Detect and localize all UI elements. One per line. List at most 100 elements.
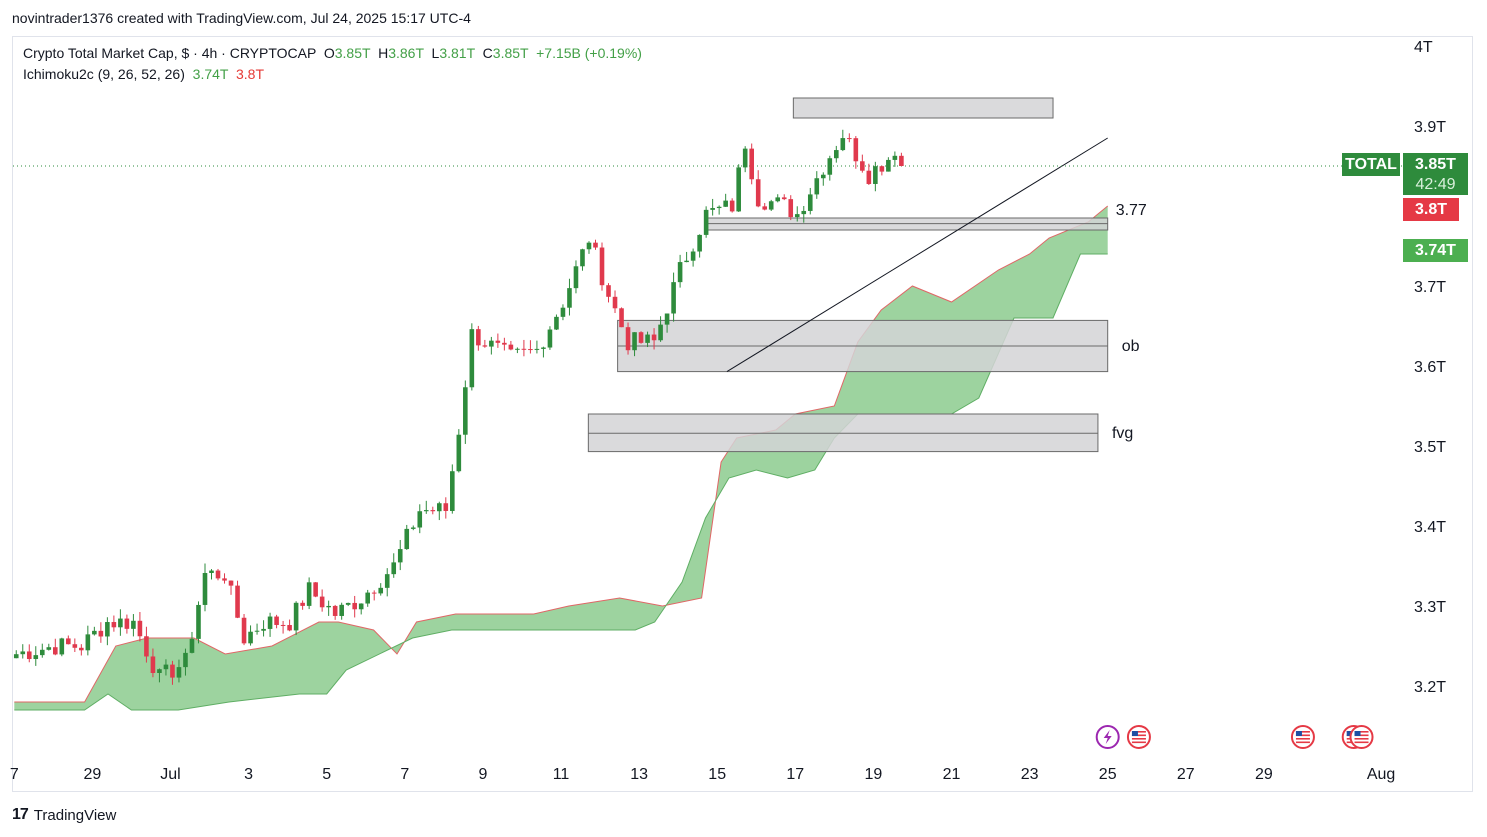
candle-body xyxy=(736,167,741,212)
candle-body xyxy=(300,602,305,606)
candle-body xyxy=(196,604,201,639)
candle-body xyxy=(163,664,169,670)
candle-body xyxy=(118,618,123,628)
candle-body xyxy=(150,656,156,673)
span-a-tag: 3.74T xyxy=(1403,239,1468,262)
indicator-legend[interactable]: Ichimoku2c (9, 26, 52, 26) 3.74T 3.8T xyxy=(23,66,264,82)
y-tick-label: 3.7T xyxy=(1414,279,1446,296)
candle-body xyxy=(313,582,318,597)
candle-body xyxy=(378,587,384,594)
candle-body xyxy=(404,528,410,550)
span-b-tag: 3.8T xyxy=(1403,198,1459,221)
candle-body xyxy=(306,582,312,606)
flag-stripe xyxy=(1354,738,1369,740)
cloud-lagging-span-edge xyxy=(14,253,1108,711)
candle-body xyxy=(261,628,266,631)
candle-body xyxy=(599,247,605,286)
candle-body xyxy=(651,334,657,341)
candle-body xyxy=(476,329,481,346)
candle-body xyxy=(105,622,110,637)
y-tick-label: 4T xyxy=(1414,39,1433,56)
flag-stripe xyxy=(1295,731,1310,733)
candle-body xyxy=(638,332,644,343)
candle-body xyxy=(892,155,898,160)
candle-body xyxy=(274,616,279,625)
cloud-area xyxy=(14,206,1108,710)
indicator-value-1: 3.74T xyxy=(192,66,229,82)
candle-body xyxy=(749,148,754,180)
candle-body xyxy=(671,282,676,314)
x-tick-label: 13 xyxy=(630,766,648,783)
candle-body xyxy=(541,347,546,349)
candle-body xyxy=(456,434,462,472)
candle-body xyxy=(820,174,826,179)
us-flag-event-icon xyxy=(1290,725,1315,749)
x-axis: 7 29 Jul 3 5 7 9 11 13 15 17 19 21 23 25 27 29 Aug xyxy=(10,766,1395,783)
flag-stripe xyxy=(1295,738,1310,740)
footer-brand[interactable]: 17 TradingView xyxy=(12,806,116,824)
candle-body xyxy=(521,348,527,350)
candle-body xyxy=(124,618,130,629)
candle-body xyxy=(222,578,227,581)
low-label: L xyxy=(431,45,440,61)
candle-body xyxy=(189,638,195,653)
candle-body xyxy=(450,471,455,511)
flag-canton xyxy=(1295,731,1302,736)
candle-body xyxy=(879,166,885,172)
candle-body xyxy=(742,148,748,168)
symbol-legend[interactable]: Crypto Total Market Cap, $ · 4h · CRYPTO… xyxy=(23,45,642,61)
x-tick-label: 7 xyxy=(10,766,19,783)
x-tick-label: 17 xyxy=(786,766,804,783)
candle-body xyxy=(293,602,299,631)
candle-body xyxy=(436,503,442,512)
candle-body xyxy=(423,510,429,512)
candle-body xyxy=(371,592,377,594)
symbol-price-tag: TOTAL xyxy=(1342,153,1400,176)
candle-body xyxy=(469,329,475,388)
candle-body xyxy=(788,199,794,218)
event-markers xyxy=(1095,725,1374,749)
candle-body xyxy=(690,251,696,261)
candle-body xyxy=(417,511,423,528)
candle-body xyxy=(443,503,449,511)
zones: 3.77 ob fvg xyxy=(587,97,1147,453)
candle-body xyxy=(111,622,117,628)
x-tick-label: 25 xyxy=(1099,766,1117,783)
candle-body xyxy=(534,348,540,350)
candle-body xyxy=(560,307,566,317)
zone-label-fvg: fvg xyxy=(1112,425,1133,442)
candle-body xyxy=(326,605,331,608)
flag-stripe xyxy=(1131,734,1146,737)
candle-body xyxy=(215,570,221,579)
candle-body xyxy=(502,342,507,345)
candle-body xyxy=(729,200,735,212)
y-tick-label: 3.6T xyxy=(1414,359,1446,376)
footer-brand-name: TradingView xyxy=(33,806,117,824)
candle-body xyxy=(710,208,715,210)
candle-body xyxy=(20,651,26,655)
trendline xyxy=(726,137,1108,373)
x-tick-label: 9 xyxy=(478,766,487,783)
candle-body xyxy=(92,630,97,635)
chart-frame xyxy=(12,36,1473,792)
candle-body xyxy=(768,201,774,210)
candle-body xyxy=(508,344,514,350)
flag-stripe xyxy=(1295,741,1310,744)
candle-body xyxy=(33,655,39,660)
candle-body xyxy=(899,155,904,166)
candle-body xyxy=(482,345,488,347)
tradingview-logo-icon: 17 xyxy=(12,806,29,823)
ichimoku-cloud xyxy=(14,205,1109,711)
y-tick-label: 3.3T xyxy=(1414,599,1446,616)
candle-body xyxy=(684,260,689,263)
open-value: 3.85T xyxy=(334,45,371,61)
candle-body xyxy=(625,327,631,351)
candle-body xyxy=(176,667,182,678)
high-value: 3.86T xyxy=(388,45,424,61)
candle-body xyxy=(495,340,501,343)
candle-body xyxy=(332,605,338,616)
x-tick-label: Aug xyxy=(1367,766,1395,783)
candle-body xyxy=(170,664,175,678)
